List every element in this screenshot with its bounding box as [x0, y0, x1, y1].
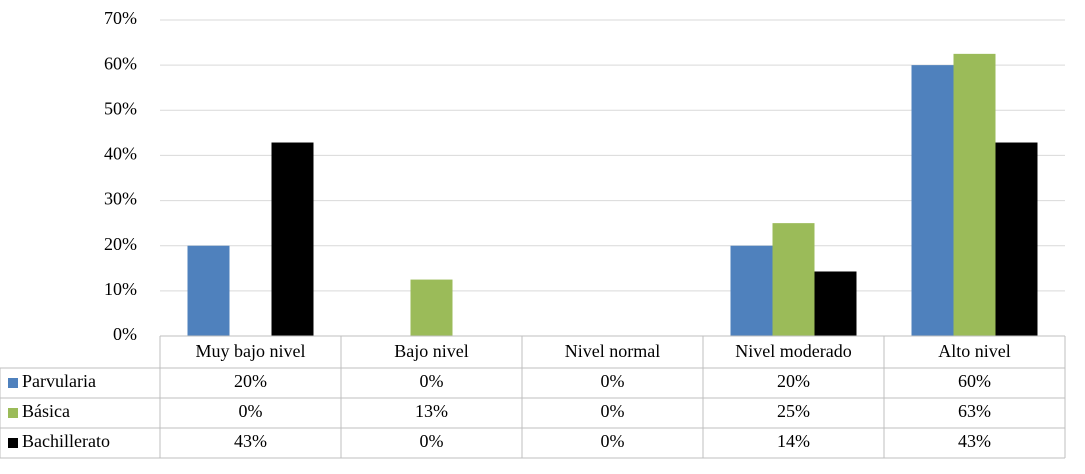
x-tick-label: Bajo nivel [394, 341, 469, 361]
y-tick-label: 30% [104, 189, 137, 209]
bar [911, 65, 954, 337]
table-value: 0% [601, 371, 625, 391]
table-value: 60% [958, 371, 991, 391]
y-tick-label: 50% [104, 98, 137, 118]
table-value: 0% [601, 431, 625, 451]
legend-key [8, 438, 18, 448]
y-tick-label: 10% [104, 279, 137, 299]
y-tick-label: 20% [104, 234, 137, 254]
x-tick-label: Nivel normal [565, 341, 660, 361]
table-value: 63% [958, 401, 991, 421]
x-tick-label: Nivel moderado [735, 341, 851, 361]
legend-key [8, 378, 18, 388]
y-tick-label: 70% [104, 8, 137, 28]
legend-label: Parvularia [22, 371, 96, 391]
bar [995, 142, 1038, 336]
bar [953, 53, 996, 336]
x-tick-label: Alto nivel [938, 341, 1011, 361]
table-value: 13% [415, 401, 448, 421]
bar [187, 245, 230, 336]
legend-key [8, 408, 18, 418]
bar [271, 142, 314, 336]
bar [410, 279, 453, 336]
bar [814, 271, 857, 336]
y-tick-label: 60% [104, 53, 137, 73]
table-value: 0% [420, 371, 444, 391]
table-value: 43% [234, 431, 267, 451]
table-value: 0% [239, 401, 263, 421]
table-value: 25% [777, 401, 810, 421]
x-tick-label: Muy bajo nivel [196, 341, 306, 361]
bar [730, 245, 773, 336]
table-value: 14% [777, 431, 810, 451]
bar [772, 223, 815, 336]
table-value: 20% [234, 371, 267, 391]
legend-label: Básica [22, 401, 70, 421]
y-tick-label: 40% [104, 144, 137, 164]
table-value: 43% [958, 431, 991, 451]
table-value: 20% [777, 371, 810, 391]
table-value: 0% [420, 431, 444, 451]
legend-label: Bachillerato [22, 431, 110, 451]
table-value: 0% [601, 401, 625, 421]
y-tick-label: 0% [113, 324, 137, 344]
